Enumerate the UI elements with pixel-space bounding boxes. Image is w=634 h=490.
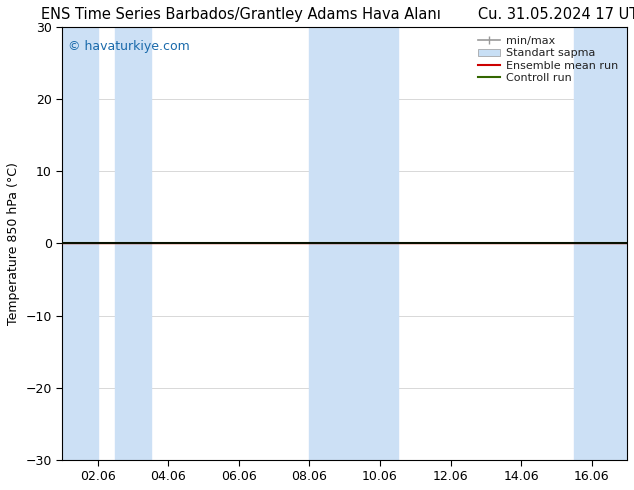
Legend: min/max, Standart sapma, Ensemble mean run, Controll run: min/max, Standart sapma, Ensemble mean r…	[475, 33, 621, 86]
Title: ENS Time Series Barbados/Grantley Adams Hava Alanı        Cu. 31.05.2024 17 UTC: ENS Time Series Barbados/Grantley Adams …	[41, 7, 634, 22]
Bar	[62, 27, 98, 460]
Bar	[309, 27, 398, 460]
Bar	[574, 27, 627, 460]
Text: © havaturkiye.com: © havaturkiye.com	[68, 40, 190, 53]
Bar	[115, 27, 150, 460]
Y-axis label: Temperature 850 hPa (°C): Temperature 850 hPa (°C)	[7, 162, 20, 325]
